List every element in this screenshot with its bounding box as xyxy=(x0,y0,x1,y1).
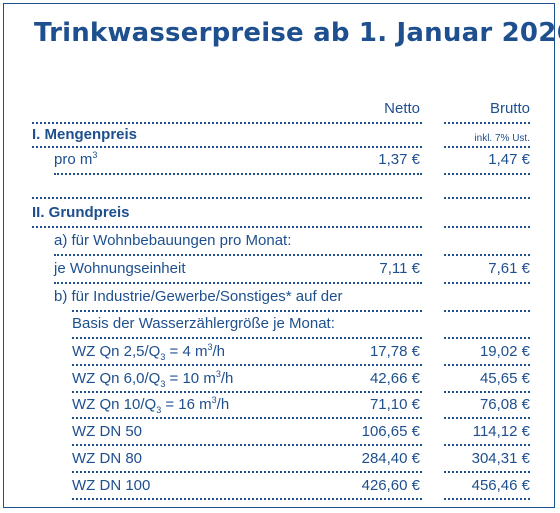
divider-dots xyxy=(444,390,530,393)
price-netto: 7,11 € xyxy=(379,260,420,277)
divider-dots xyxy=(72,390,422,393)
row-label-superscript: 3 xyxy=(92,150,98,160)
subsection-label-a: a) für Wohnbebauungen pro Monat: xyxy=(54,232,292,249)
divider-dots xyxy=(72,444,422,447)
meter-label-text: WZ DN 80 xyxy=(72,449,143,467)
price-netto: 426,60 € xyxy=(361,476,420,494)
divider-dots xyxy=(72,337,422,339)
meter-label-superscript: 3 xyxy=(207,342,213,352)
divider-dots xyxy=(444,173,530,175)
divider-dots xyxy=(54,282,422,284)
divider-dots xyxy=(444,146,530,148)
meter-label-text: /h xyxy=(216,396,230,414)
meter-label-text: WZ Qn 2,5/Q xyxy=(72,343,161,360)
divider-dots xyxy=(444,197,530,199)
divider-dots xyxy=(444,310,530,312)
divider-dots xyxy=(72,310,422,312)
row-label-pro-m3: pro m3 xyxy=(54,151,97,169)
price-brutto: 19,02 € xyxy=(479,343,530,360)
price-netto: 17,78 € xyxy=(369,343,420,360)
divider-dots xyxy=(54,254,422,256)
divider-dots xyxy=(72,417,422,420)
price-brutto: 7,61 € xyxy=(488,260,530,277)
meter-label-superscript: 3 xyxy=(211,395,217,406)
meter-label-text: WZ Qn 6,0/Q xyxy=(72,369,161,387)
meter-row-label: WZ Qn 6,0/Q3 = 10 m3/h xyxy=(72,368,234,389)
divider-dots xyxy=(444,444,530,447)
vat-note: inkl. 7% Ust. xyxy=(474,133,530,144)
divider-dots xyxy=(444,470,530,473)
subsection-label-b-line1: b) für Industrie/Gewerbe/Sonstiges* auf … xyxy=(54,288,343,305)
divider-dots xyxy=(444,337,530,339)
meter-label-subscript: 3 xyxy=(156,405,162,416)
divider-dots xyxy=(444,254,530,256)
divider-dots xyxy=(444,226,530,228)
divider-dots xyxy=(32,122,422,124)
page-title: Trinkwasserpreise ab 1. Januar 2026 xyxy=(34,18,560,48)
row-label-text: pro m xyxy=(54,151,93,168)
meter-label-text: = 10 m xyxy=(165,369,216,387)
meter-label-text: WZ DN 100 xyxy=(72,476,151,494)
price-brutto: 456,46 € xyxy=(471,476,530,494)
price-brutto: 304,31 € xyxy=(471,449,530,467)
meter-row-label: WZ DN 50 xyxy=(72,423,142,441)
row-label-wohnungseinheit: je Wohnungseinheit xyxy=(54,260,186,277)
divider-dots xyxy=(444,497,530,500)
divider-dots xyxy=(72,364,422,366)
divider-dots xyxy=(32,146,422,148)
divider-dots xyxy=(444,282,530,284)
column-header-brutto: Brutto xyxy=(489,100,530,117)
price-netto: 42,66 € xyxy=(369,369,420,387)
divider-dots xyxy=(54,173,422,175)
subsection-label-b-line2: Basis der Wasserzählergröße je Monat: xyxy=(72,315,335,332)
meter-row-label: WZ DN 100 xyxy=(72,477,150,495)
meter-label-subscript: 3 xyxy=(160,352,166,362)
price-netto: 71,10 € xyxy=(369,396,420,414)
column-header-netto: Netto xyxy=(384,100,420,117)
meter-row-label: WZ Qn 2,5/Q3 = 4 m3/h xyxy=(72,342,226,362)
section-heading-mengenpreis: I. Mengenpreis xyxy=(32,126,138,143)
divider-dots xyxy=(32,197,422,199)
section-heading-grundpreis: II. Grundpreis xyxy=(32,204,130,221)
meter-label-text: /h xyxy=(212,343,226,360)
divider-dots xyxy=(72,470,422,473)
price-brutto: 1,47 € xyxy=(488,151,530,168)
divider-dots xyxy=(444,122,530,124)
price-netto: 284,40 € xyxy=(361,449,420,467)
price-brutto: 114,12 € xyxy=(472,423,530,441)
divider-dots xyxy=(444,364,530,366)
price-netto: 106,65 € xyxy=(361,423,420,441)
meter-label-text: WZ DN 50 xyxy=(72,423,143,441)
meter-label-superscript: 3 xyxy=(215,368,221,379)
price-netto: 1,37 € xyxy=(378,151,420,168)
divider-dots xyxy=(444,417,530,420)
meter-label-text: = 16 m xyxy=(161,396,212,414)
meter-label-subscript: 3 xyxy=(160,378,166,389)
meter-row-label: WZ DN 80 xyxy=(72,450,142,468)
divider-dots xyxy=(32,226,422,228)
meter-label-text: = 4 m xyxy=(165,343,208,360)
price-brutto: 45,65 € xyxy=(479,369,530,387)
meter-label-text: /h xyxy=(220,369,234,387)
meter-row-label: WZ Qn 10/Q3 = 16 m3/h xyxy=(72,395,230,416)
meter-label-text: WZ Qn 10/Q xyxy=(72,396,157,414)
divider-dots xyxy=(72,497,422,500)
price-brutto: 76,08 € xyxy=(479,396,530,414)
price-card: Trinkwasserpreise ab 1. Januar 2026 Nett… xyxy=(3,3,560,508)
